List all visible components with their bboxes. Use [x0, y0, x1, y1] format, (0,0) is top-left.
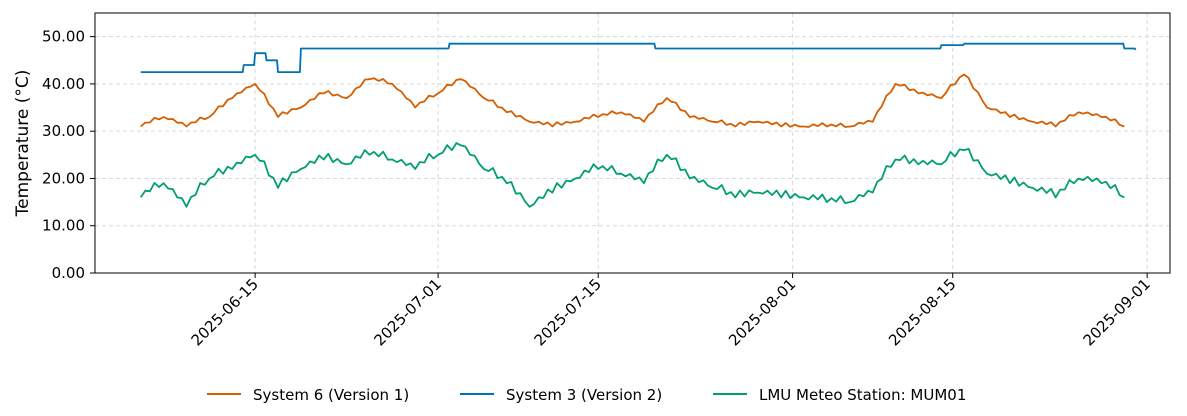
y-tick-label: 10.00 [42, 217, 85, 235]
y-tick-label: 50.00 [42, 28, 85, 46]
series-line-2 [140, 42, 1137, 73]
series-line-3 [139, 142, 1125, 208]
legend-label: System 3 (Version 2) [506, 386, 662, 404]
grid-layer [95, 13, 1170, 274]
y-tick-label: 20.00 [42, 169, 85, 187]
plot-area-frame [94, 12, 1171, 274]
legend-label: LMU Meteo Station: MUM01 [759, 386, 966, 404]
series-layer [139, 42, 1137, 208]
y-tick-label: 30.00 [42, 122, 85, 140]
y-tick-label: 40.00 [42, 75, 85, 93]
legend-label: System 6 (Version 1) [253, 386, 409, 404]
legend: System 6 (Version 1) System 3 (Version 2)… [207, 386, 966, 404]
y-tick-label: 0.00 [52, 264, 85, 282]
series-line-1 [140, 73, 1125, 128]
y-axis-title: Temperature (°C) [13, 70, 33, 218]
